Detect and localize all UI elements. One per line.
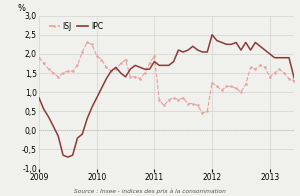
IPC bbox=[66, 156, 70, 158]
IPC bbox=[124, 76, 127, 78]
Text: %: % bbox=[17, 4, 25, 13]
ISJ bbox=[249, 66, 252, 68]
ISJ bbox=[134, 76, 137, 78]
Line: ISJ: ISJ bbox=[38, 41, 300, 116]
ISJ bbox=[85, 41, 89, 44]
IPC bbox=[210, 34, 214, 36]
IPC bbox=[134, 64, 137, 67]
IPC bbox=[182, 51, 185, 53]
Line: IPC: IPC bbox=[39, 35, 300, 157]
Text: Source : Insee - indices des prix à la consommation: Source : Insee - indices des prix à la c… bbox=[74, 189, 226, 194]
ISJ bbox=[191, 102, 195, 105]
ISJ bbox=[124, 58, 127, 61]
ISJ bbox=[182, 97, 185, 99]
IPC bbox=[37, 97, 41, 99]
Legend: ISJ, IPC: ISJ, IPC bbox=[48, 21, 104, 32]
IPC bbox=[191, 45, 195, 47]
ISJ bbox=[37, 56, 41, 59]
IPC bbox=[254, 41, 257, 44]
